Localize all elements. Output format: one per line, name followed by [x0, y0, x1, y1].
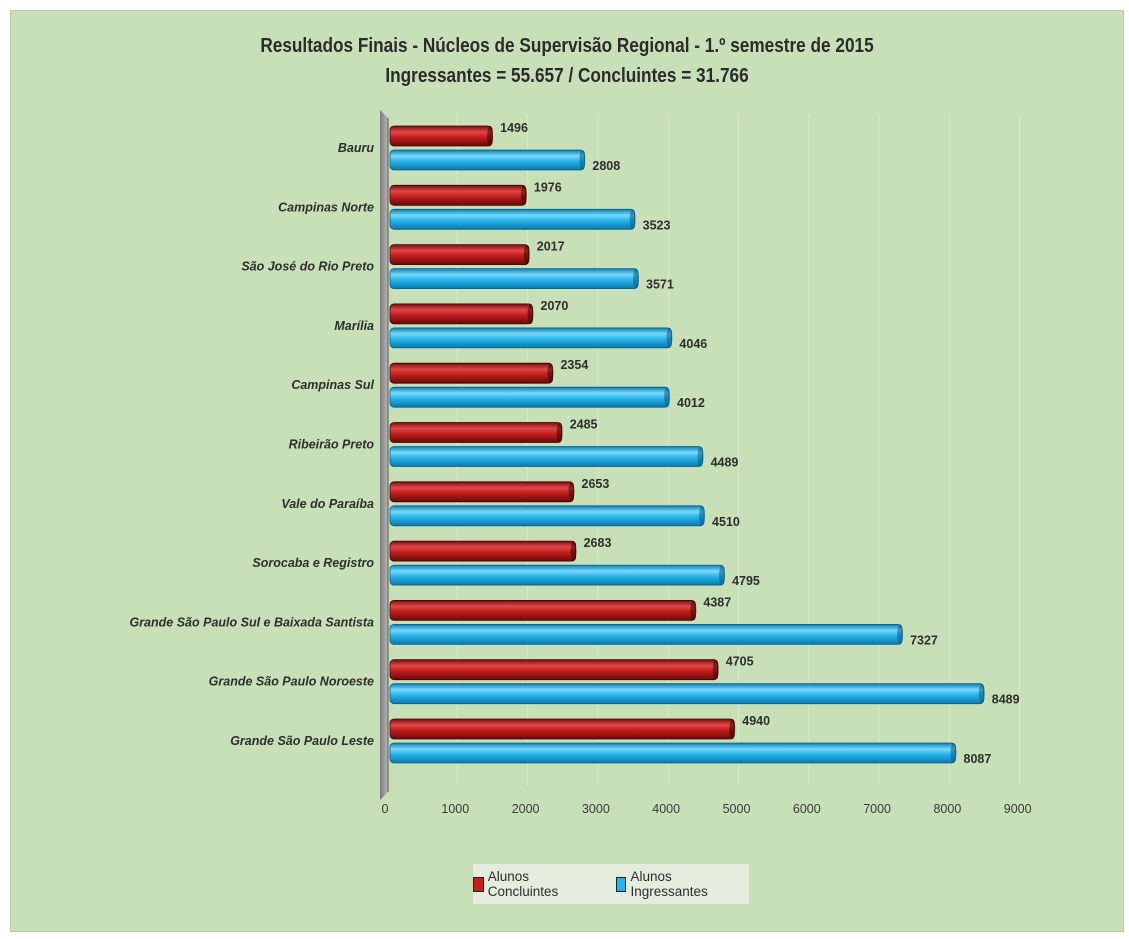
category-label: Bauru	[338, 141, 374, 155]
data-label-ingressantes: 4510	[712, 515, 740, 529]
category-label: Grande São Paulo Leste	[230, 734, 374, 748]
bar-end-cap	[666, 327, 673, 348]
bar-end-cap	[556, 422, 563, 443]
data-label-concluintes: 2683	[584, 536, 612, 550]
data-label-concluintes: 4387	[703, 595, 731, 609]
category-label: Campinas Sul	[291, 378, 374, 392]
bar-end-cap	[697, 446, 704, 467]
legend-swatch-concluintes	[473, 876, 484, 892]
legend-item-concluintes: Alunos Concluintes	[473, 869, 600, 899]
bar-ingressantes	[389, 327, 672, 349]
bar-ingressantes	[389, 208, 636, 230]
bar-ingressantes	[389, 268, 639, 290]
data-label-ingressantes: 4489	[711, 456, 739, 470]
data-label-ingressantes: 2808	[592, 159, 620, 173]
bar-ingressantes	[389, 149, 585, 171]
x-tick-label: 3000	[582, 802, 610, 816]
bar-end-cap	[568, 481, 575, 502]
category-label: Grande São Paulo Noroeste	[209, 675, 374, 689]
data-label-concluintes: 2653	[582, 477, 610, 491]
category-label: Campinas Norte	[278, 200, 374, 214]
data-label-concluintes: 2070	[541, 299, 569, 313]
bar-concluintes	[389, 303, 533, 325]
data-label-ingressantes: 4046	[679, 337, 707, 351]
data-label-concluintes: 2354	[560, 358, 588, 372]
bar-concluintes	[389, 184, 527, 206]
bar-ingressantes	[389, 742, 956, 764]
chart-subtitle: Ingressantes = 55.657 / Concluintes = 31…	[385, 65, 749, 87]
data-label-ingressantes: 3523	[643, 218, 671, 232]
x-tick-label: 2000	[512, 802, 540, 816]
bar-end-cap	[570, 541, 577, 562]
bar-end-cap	[520, 185, 527, 206]
bar-ingressantes	[389, 683, 985, 705]
bar-end-cap	[487, 126, 494, 146]
data-label-ingressantes: 4795	[732, 574, 760, 588]
bar-concluintes	[389, 718, 735, 740]
data-label-ingressantes: 4012	[677, 396, 705, 410]
x-tick-label: 8000	[933, 802, 961, 816]
bar-concluintes	[389, 125, 493, 147]
category-label: Grande São Paulo Sul e Baixada Santista	[129, 615, 374, 629]
bar-end-cap	[547, 363, 554, 384]
category-label: São José do Rio Preto	[241, 260, 374, 274]
bar-end-cap	[729, 719, 736, 739]
bar-end-cap	[629, 209, 636, 230]
category-label: Marília	[334, 319, 374, 333]
x-tick-label: 9000	[1004, 802, 1032, 816]
x-tick-label: 4000	[652, 802, 680, 816]
bar-ingressantes	[389, 564, 725, 586]
data-label-concluintes: 4705	[726, 655, 754, 669]
bar-end-cap	[690, 600, 697, 621]
bar-end-cap	[712, 659, 719, 680]
bar-end-cap	[579, 150, 586, 170]
category-label: Vale do Paraíba	[281, 497, 374, 511]
bar-concluintes	[389, 481, 574, 503]
legend-item-ingressantes: Alunos Ingressantes	[615, 869, 749, 899]
axis-wall	[380, 110, 388, 800]
data-label-ingressantes: 8087	[964, 752, 992, 766]
chart-title: Resultados Finais - Núcleos de Supervisã…	[260, 35, 874, 57]
chart-title-block: Resultados Finais - Núcleos de Supervisã…	[89, 31, 1045, 91]
bar-concluintes	[389, 244, 530, 266]
data-label-ingressantes: 8489	[992, 693, 1020, 707]
data-label-concluintes: 1496	[500, 121, 528, 135]
bar-concluintes	[389, 659, 719, 681]
bar-ingressantes	[389, 386, 670, 408]
legend-label-ingressantes: Alunos Ingressantes	[630, 869, 708, 899]
data-label-concluintes: 4940	[742, 714, 770, 728]
bar-end-cap	[978, 683, 985, 704]
bar-concluintes	[389, 422, 563, 443]
bar-end-cap	[523, 244, 530, 265]
bar-concluintes	[389, 540, 577, 562]
bar-end-cap	[950, 743, 957, 763]
bar-end-cap	[527, 303, 534, 324]
x-tick-label: 0	[382, 802, 389, 816]
legend-swatch-ingressantes	[615, 876, 627, 892]
bar-end-cap	[699, 505, 706, 526]
bar-concluintes	[389, 362, 553, 384]
legend-label-concluintes: Alunos Concluintes	[487, 869, 559, 899]
data-label-concluintes: 2485	[570, 418, 598, 432]
x-tick-label: 7000	[863, 802, 891, 816]
data-label-concluintes: 2017	[537, 240, 565, 254]
bar-end-cap	[664, 387, 671, 408]
bar-ingressantes	[389, 505, 705, 527]
bar-end-cap	[719, 565, 726, 586]
data-label-ingressantes: 7327	[910, 633, 938, 647]
x-tick-label: 1000	[441, 802, 469, 816]
category-label: Sorocaba e Registro	[252, 556, 374, 570]
bar-concluintes	[389, 600, 696, 621]
bar-ingressantes	[389, 446, 703, 467]
bar-ingressantes	[389, 624, 903, 645]
bar-end-cap	[633, 268, 640, 289]
data-label-concluintes: 1976	[534, 180, 562, 194]
x-tick-label: 5000	[723, 802, 751, 816]
data-label-ingressantes: 3571	[646, 278, 674, 292]
bar-end-cap	[897, 624, 904, 645]
x-tick-label: 6000	[793, 802, 821, 816]
legend: Alunos Concluintes Alunos Ingressantes	[473, 864, 749, 904]
category-label: Ribeirão Preto	[289, 438, 375, 452]
